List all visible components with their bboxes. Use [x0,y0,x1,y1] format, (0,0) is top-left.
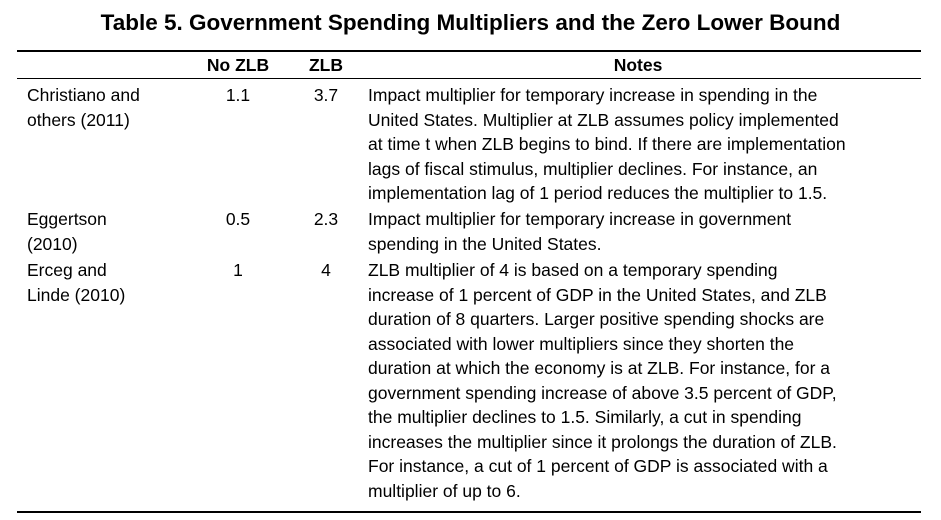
no-zlb-value: 1.1 [225,85,251,105]
notes-line: increase of 1 percent of GDP in the Unit… [368,284,827,305]
study-line: Christiano and [27,85,140,105]
study-cell: Eggertson (2010) [27,207,187,256]
notes-line: increases the multiplier since it prolon… [368,431,837,452]
notes-line: at time t when ZLB begins to bind. If th… [368,134,846,154]
study-cell: Erceg and Linde (2010) [27,258,187,307]
notes-cell: Impact multiplier for temporary increase… [368,83,921,206]
header-no-zlb: No ZLB [206,55,270,75]
study-line: Eggertson [27,209,107,229]
notes-line: spending in the United States. [368,233,602,254]
notes-line: Impact multiplier for temporary increase… [368,209,792,229]
notes-line: lags of fiscal stimulus, multiplier decl… [368,158,818,179]
notes-cell: Impact multiplier for temporary increase… [368,207,921,256]
notes-line: implementation lag of 1 period reduces t… [368,183,828,203]
notes-line: For instance, a cut of 1 percent of GDP … [368,456,828,476]
study-cell: Christiano and others (2011) [27,83,187,132]
notes-line: ZLB multiplier of 4 is based on a tempor… [368,260,778,280]
zlb-value: 2.3 [313,209,339,229]
top-rule [17,50,921,52]
notes-line: Impact multiplier for temporary increase… [368,85,818,105]
notes-line: duration of 8 quarters. Larger positive … [368,309,825,329]
header-rule [17,78,921,79]
header-notes: Notes [613,55,663,75]
notes-line: associated with lower multipliers since … [368,333,795,354]
study-line: Erceg and [27,260,107,280]
notes-line: multiplier of up to 6. [368,480,521,501]
table-title: Table 5. Government Spending Multipliers… [100,10,841,35]
notes-line: the multiplier declines to 1.5. Similarl… [368,407,802,427]
no-zlb-value: 0.5 [225,209,251,229]
notes-line: United States. Multiplier at ZLB assumes… [368,109,839,130]
bottom-rule [17,511,921,513]
notes-line: duration at which the economy is at ZLB.… [368,358,831,378]
notes-cell: ZLB multiplier of 4 is based on a tempor… [368,258,921,503]
study-line: others (2011) [27,109,130,130]
study-line: Linde (2010) [27,284,126,305]
header-zlb: ZLB [308,55,344,75]
zlb-value: 4 [321,260,331,280]
no-zlb-value: 1 [233,260,243,280]
zlb-value: 3.7 [313,85,339,105]
study-line: (2010) [27,233,78,254]
notes-line: government spending increase of above 3.… [368,382,837,403]
